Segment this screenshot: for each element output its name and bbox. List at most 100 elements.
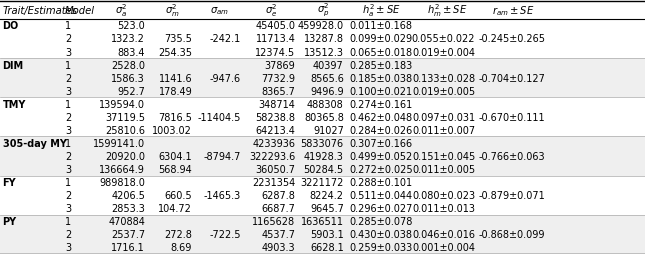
Text: 3: 3 bbox=[65, 125, 71, 135]
Text: 0.011±0.168: 0.011±0.168 bbox=[350, 21, 413, 31]
Text: 1: 1 bbox=[65, 216, 71, 227]
Text: 0.296±0.027: 0.296±0.027 bbox=[350, 203, 413, 213]
Text: 0.011±0.005: 0.011±0.005 bbox=[412, 164, 475, 174]
Text: 0.001±0.004: 0.001±0.004 bbox=[412, 243, 475, 252]
Text: DIM: DIM bbox=[3, 60, 24, 70]
Text: 735.5: 735.5 bbox=[164, 34, 192, 44]
Text: 1716.1: 1716.1 bbox=[112, 243, 145, 252]
Text: 20920.0: 20920.0 bbox=[105, 151, 145, 161]
Text: 0.307±0.166: 0.307±0.166 bbox=[350, 138, 413, 148]
Text: 139594.0: 139594.0 bbox=[99, 99, 145, 109]
Text: 41928.3: 41928.3 bbox=[304, 151, 344, 161]
Text: 9496.9: 9496.9 bbox=[310, 86, 344, 96]
Text: 11713.4: 11713.4 bbox=[255, 34, 295, 44]
Text: 1141.6: 1141.6 bbox=[159, 73, 192, 83]
FancyBboxPatch shape bbox=[0, 137, 645, 150]
Text: 50284.5: 50284.5 bbox=[304, 164, 344, 174]
Text: 0.430±0.038: 0.430±0.038 bbox=[350, 230, 413, 240]
FancyBboxPatch shape bbox=[0, 228, 645, 241]
Text: 3: 3 bbox=[65, 86, 71, 96]
Text: -0.245±0.265: -0.245±0.265 bbox=[478, 34, 545, 44]
Text: 6304.1: 6304.1 bbox=[159, 151, 192, 161]
Text: 0.274±0.161: 0.274±0.161 bbox=[350, 99, 413, 109]
Text: 1: 1 bbox=[65, 138, 71, 148]
Text: 0.011±0.013: 0.011±0.013 bbox=[412, 203, 475, 213]
Text: 0.011±0.007: 0.011±0.007 bbox=[412, 125, 475, 135]
Text: 1165628: 1165628 bbox=[252, 216, 295, 227]
Text: 523.0: 523.0 bbox=[117, 21, 145, 31]
Text: 2: 2 bbox=[65, 230, 72, 240]
Text: 9645.7: 9645.7 bbox=[310, 203, 344, 213]
Text: 8565.6: 8565.6 bbox=[310, 73, 344, 83]
Text: 2537.7: 2537.7 bbox=[111, 230, 145, 240]
Text: DO: DO bbox=[3, 21, 19, 31]
Text: 1: 1 bbox=[65, 178, 71, 187]
Text: 459928.0: 459928.0 bbox=[297, 21, 344, 31]
Text: -947.6: -947.6 bbox=[210, 73, 241, 83]
Text: 37869: 37869 bbox=[264, 60, 295, 70]
Text: 254.35: 254.35 bbox=[158, 47, 192, 57]
Text: -0.766±0.063: -0.766±0.063 bbox=[479, 151, 545, 161]
Text: 0.284±0.026: 0.284±0.026 bbox=[350, 125, 413, 135]
Text: $\sigma^2_e$: $\sigma^2_e$ bbox=[265, 2, 277, 19]
Text: 4537.7: 4537.7 bbox=[261, 230, 295, 240]
FancyBboxPatch shape bbox=[0, 33, 645, 46]
Text: 322293.6: 322293.6 bbox=[249, 151, 295, 161]
Text: 0.046±0.016: 0.046±0.016 bbox=[412, 230, 475, 240]
Text: $h^2_m\pm$SE: $h^2_m\pm$SE bbox=[427, 2, 468, 19]
FancyBboxPatch shape bbox=[0, 46, 645, 59]
Text: $\sigma^2_a$: $\sigma^2_a$ bbox=[115, 2, 127, 19]
Text: -1465.3: -1465.3 bbox=[203, 190, 241, 200]
Text: 178.49: 178.49 bbox=[159, 86, 192, 96]
Text: -0.704±0.127: -0.704±0.127 bbox=[478, 73, 545, 83]
Text: 1323.2: 1323.2 bbox=[111, 34, 145, 44]
Text: 64213.4: 64213.4 bbox=[255, 125, 295, 135]
Text: TMY: TMY bbox=[3, 99, 26, 109]
Text: $\sigma^2_p$: $\sigma^2_p$ bbox=[317, 2, 329, 19]
FancyBboxPatch shape bbox=[0, 241, 645, 254]
Text: 2528.0: 2528.0 bbox=[111, 60, 145, 70]
FancyBboxPatch shape bbox=[0, 189, 645, 202]
FancyBboxPatch shape bbox=[0, 98, 645, 111]
FancyBboxPatch shape bbox=[0, 85, 645, 98]
Text: 3: 3 bbox=[65, 47, 71, 57]
Text: 0.285±0.183: 0.285±0.183 bbox=[350, 60, 413, 70]
Text: 1: 1 bbox=[65, 21, 71, 31]
Text: -11404.5: -11404.5 bbox=[197, 113, 241, 122]
Text: 0.462±0.048: 0.462±0.048 bbox=[350, 113, 413, 122]
Text: PY: PY bbox=[3, 216, 17, 227]
Text: 0.259±0.033: 0.259±0.033 bbox=[350, 243, 413, 252]
Text: 1599141.0: 1599141.0 bbox=[93, 138, 145, 148]
Text: 0.055±0.022: 0.055±0.022 bbox=[412, 34, 475, 44]
Text: 952.7: 952.7 bbox=[117, 86, 145, 96]
Text: 0.511±0.044: 0.511±0.044 bbox=[350, 190, 413, 200]
Text: 6628.1: 6628.1 bbox=[310, 243, 344, 252]
Text: 58238.8: 58238.8 bbox=[255, 113, 295, 122]
FancyBboxPatch shape bbox=[0, 215, 645, 228]
FancyBboxPatch shape bbox=[0, 202, 645, 215]
Text: -0.868±0.099: -0.868±0.099 bbox=[479, 230, 545, 240]
Text: Trait/Estimates: Trait/Estimates bbox=[3, 6, 77, 16]
Text: 91027: 91027 bbox=[313, 125, 344, 135]
Text: 3: 3 bbox=[65, 203, 71, 213]
Text: 0.019±0.005: 0.019±0.005 bbox=[412, 86, 475, 96]
Text: 660.5: 660.5 bbox=[164, 190, 192, 200]
Text: 136664.9: 136664.9 bbox=[99, 164, 145, 174]
Text: -8794.7: -8794.7 bbox=[203, 151, 241, 161]
Text: 1586.3: 1586.3 bbox=[112, 73, 145, 83]
Text: 3221172: 3221172 bbox=[301, 178, 344, 187]
Text: -0.670±0.111: -0.670±0.111 bbox=[479, 113, 545, 122]
Text: 272.8: 272.8 bbox=[164, 230, 192, 240]
Text: 80365.8: 80365.8 bbox=[304, 113, 344, 122]
Text: 40397: 40397 bbox=[313, 60, 344, 70]
FancyBboxPatch shape bbox=[0, 20, 645, 33]
Text: 0.099±0.029: 0.099±0.029 bbox=[350, 34, 413, 44]
Text: 2231354: 2231354 bbox=[252, 178, 295, 187]
Text: 5903.1: 5903.1 bbox=[310, 230, 344, 240]
Text: Model: Model bbox=[65, 6, 95, 16]
Text: 1636511: 1636511 bbox=[301, 216, 344, 227]
Text: 0.133±0.028: 0.133±0.028 bbox=[412, 73, 475, 83]
Text: FY: FY bbox=[3, 178, 16, 187]
Text: 0.288±0.101: 0.288±0.101 bbox=[350, 178, 413, 187]
Text: 8.69: 8.69 bbox=[171, 243, 192, 252]
